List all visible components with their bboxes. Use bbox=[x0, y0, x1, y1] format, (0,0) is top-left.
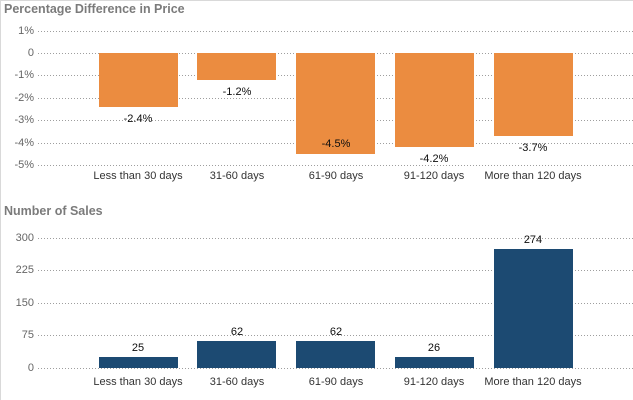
y-tick-label: 75 bbox=[21, 329, 34, 341]
plot-area: 1% 0 -1% -2% -3% -4% -5% -2.4% Less than 30 days… bbox=[0, 0, 633, 196]
y-tick-label: -3% bbox=[14, 114, 34, 126]
y-tick-label: -5% bbox=[14, 159, 34, 171]
bar-value-label: 62 bbox=[230, 326, 244, 338]
bar[interactable] bbox=[197, 53, 276, 80]
bar[interactable] bbox=[494, 53, 573, 136]
y-tick-label: -4% bbox=[14, 137, 34, 149]
plot-area: 300 225 150 75 0 25 Less than 30 days 62 31-60 d… bbox=[0, 196, 633, 400]
gridline bbox=[38, 270, 633, 271]
gridline bbox=[38, 303, 633, 304]
bar-value-label: 62 bbox=[329, 326, 343, 338]
bar[interactable] bbox=[99, 53, 178, 107]
bar-value-label: -2.4% bbox=[123, 113, 153, 125]
bar[interactable] bbox=[494, 249, 573, 368]
y-tick-label: 300 bbox=[15, 232, 34, 244]
number-of-sales-chart: Number of Sales 300 225 150 75 0 25 Less than … bbox=[0, 196, 633, 400]
y-tick-label: 0 bbox=[27, 362, 34, 374]
percentage-difference-chart: Percentage Difference in Price 1% 0 -1% -2%… bbox=[0, 0, 633, 196]
chart-title: Percentage Difference in Price bbox=[4, 2, 185, 16]
y-tick-label: 0 bbox=[27, 47, 34, 59]
bar[interactable] bbox=[99, 357, 178, 368]
chart-title: Number of Sales bbox=[4, 204, 103, 218]
bar-value-label: 26 bbox=[427, 342, 441, 354]
x-axis-label: 91-120 days bbox=[403, 170, 465, 182]
x-axis-label: Less than 30 days bbox=[93, 376, 183, 388]
y-tick-label: -1% bbox=[14, 69, 34, 81]
gridline bbox=[38, 31, 633, 32]
x-axis-label: 61-90 days bbox=[308, 170, 364, 182]
x-axis-label: 31-60 days bbox=[209, 376, 265, 388]
gridline bbox=[38, 165, 633, 166]
y-tick-label: 150 bbox=[15, 297, 34, 309]
y-tick-label: 1% bbox=[18, 25, 34, 37]
bar-value-label: 25 bbox=[131, 342, 145, 354]
x-axis-label: 61-90 days bbox=[308, 376, 364, 388]
gridline bbox=[38, 368, 633, 369]
x-axis-label: More than 120 days bbox=[484, 170, 582, 182]
x-axis-label: More than 120 days bbox=[484, 376, 582, 388]
bar-value-label: -1.2% bbox=[222, 86, 252, 98]
gridline bbox=[38, 238, 633, 239]
bar[interactable] bbox=[395, 53, 474, 147]
bar[interactable] bbox=[197, 341, 276, 368]
y-tick-label: 225 bbox=[15, 264, 34, 276]
x-axis-label: Less than 30 days bbox=[93, 170, 183, 182]
x-axis-label: 31-60 days bbox=[209, 170, 265, 182]
bar[interactable] bbox=[395, 357, 474, 368]
y-tick-label: -2% bbox=[14, 92, 34, 104]
bar-value-label: -4.5% bbox=[321, 138, 351, 150]
bar[interactable] bbox=[296, 341, 375, 368]
x-axis-label: 91-120 days bbox=[403, 376, 465, 388]
bar-value-label: 274 bbox=[523, 234, 543, 246]
bar[interactable] bbox=[296, 53, 375, 154]
bar-value-label: -3.7% bbox=[518, 142, 548, 154]
bar-value-label: -4.2% bbox=[419, 153, 449, 165]
gridline bbox=[38, 335, 633, 336]
